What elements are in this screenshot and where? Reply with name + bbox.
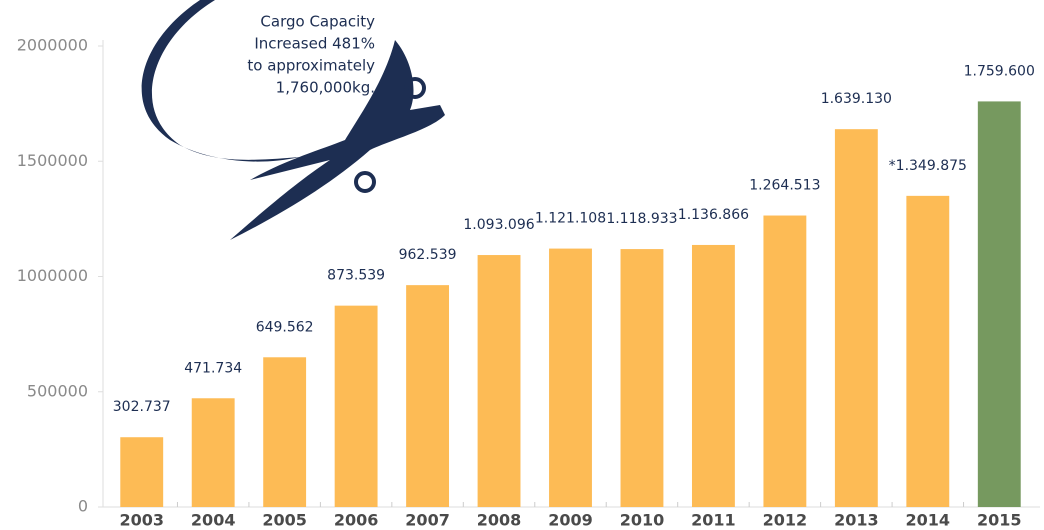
bar <box>263 357 307 507</box>
bar <box>549 248 592 508</box>
x-tick-label: 2004 <box>191 511 236 530</box>
engine <box>354 171 376 193</box>
bar <box>906 195 950 507</box>
bar <box>406 285 450 507</box>
y-tick-label: 0 <box>78 497 88 516</box>
value-label: 1.118.933 <box>606 211 677 227</box>
value-label: 1.121.108 <box>535 211 606 227</box>
annotation: Increased 481% <box>254 35 375 53</box>
x-tick-label: 2007 <box>405 511 450 530</box>
plane <box>230 40 445 240</box>
x-tick-label: 2009 <box>548 511 593 530</box>
value-label: 471.734 <box>184 360 242 376</box>
y-tick-label: 1000000 <box>17 266 88 285</box>
bar <box>620 249 664 507</box>
y-tick-label: 2000000 <box>17 36 88 55</box>
annotation: 1,760,000kg. <box>276 79 375 97</box>
x-tick-label: 2014 <box>906 511 951 530</box>
y-tick-label: 500000 <box>27 381 88 400</box>
bar <box>334 305 378 507</box>
engine <box>404 77 426 99</box>
bar <box>977 101 1021 507</box>
bar <box>763 215 807 507</box>
bar <box>120 437 164 507</box>
bar <box>191 398 235 507</box>
value-label: 1.759.600 <box>964 63 1035 79</box>
value-label: 1.639.130 <box>821 91 892 107</box>
value-label: 1.264.513 <box>749 178 820 194</box>
airplane-illustration <box>141 0 445 240</box>
value-label: 873.539 <box>327 268 385 284</box>
value-label: 649.562 <box>256 319 314 335</box>
value-label: 962.539 <box>399 247 457 263</box>
x-tick-label: 2008 <box>477 511 522 530</box>
x-tick-label: 2015 <box>977 511 1022 530</box>
value-label: 1.136.866 <box>678 207 749 223</box>
annotation: to approximately <box>247 57 375 75</box>
x-tick-label: 2010 <box>620 511 665 530</box>
x-tick-label: 2006 <box>334 511 379 530</box>
value-label: 302.737 <box>113 399 171 415</box>
x-tick-label: 2005 <box>262 511 307 530</box>
y-tick-label: 1500000 <box>17 151 88 170</box>
bar <box>691 244 735 507</box>
x-tick-label: 2011 <box>691 511 736 530</box>
annotation: Cargo Capacity <box>260 13 375 31</box>
value-label: *1.349.875 <box>889 158 967 174</box>
value-label: 1.093.096 <box>463 217 534 233</box>
x-tick-label: 2003 <box>119 511 164 530</box>
bar <box>477 255 521 507</box>
x-tick-label: 2012 <box>763 511 808 530</box>
bar <box>834 129 878 507</box>
x-tick-label: 2013 <box>834 511 879 530</box>
